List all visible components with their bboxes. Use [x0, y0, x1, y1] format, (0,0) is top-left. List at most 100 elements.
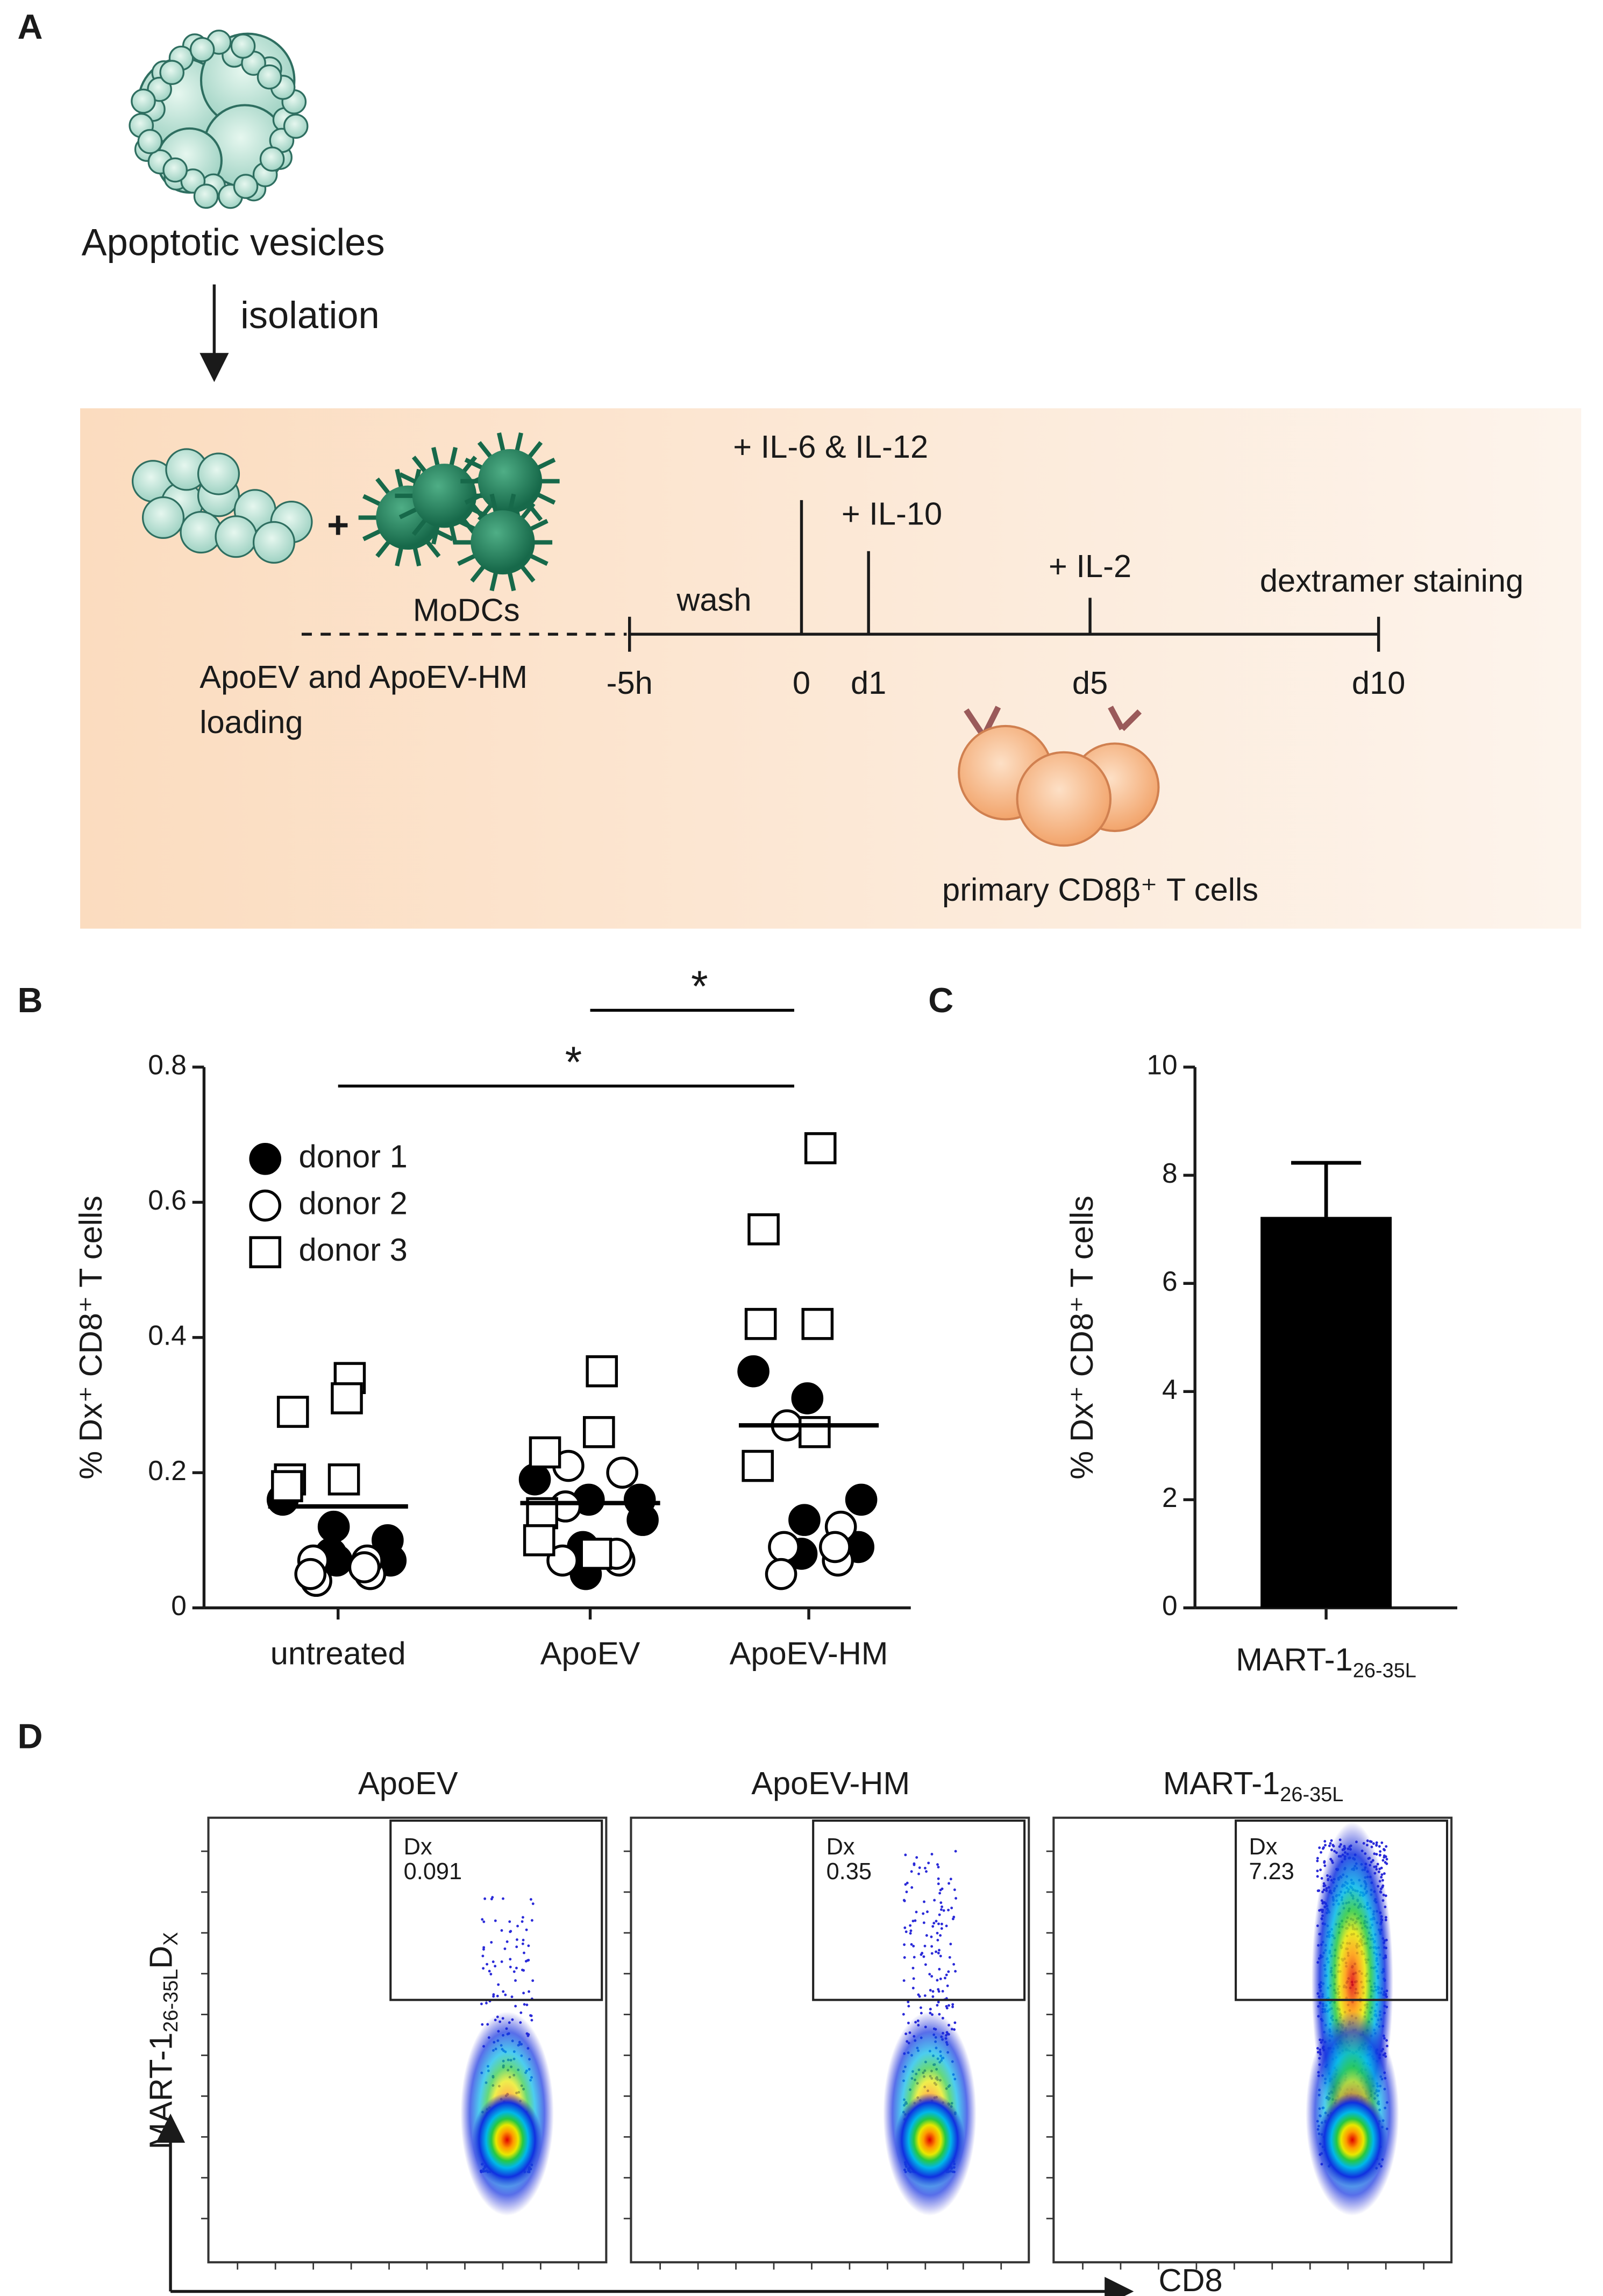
point [317, 1510, 350, 1543]
gate-name: Dx [1249, 1834, 1277, 1860]
y-label-text: D [143, 1946, 179, 1969]
wash-label: wash [676, 581, 751, 617]
event-dot [1385, 1858, 1388, 1861]
x-tick-label: untreated [270, 1636, 406, 1672]
vesicle-bleb [189, 37, 215, 62]
isolation-label: isolation [240, 294, 379, 336]
event-dot [530, 2018, 533, 2022]
event-dot [930, 1853, 934, 1856]
event-dot [1380, 1841, 1384, 1844]
treatment-label: + IL-6 & IL-12 [733, 429, 928, 465]
significance-star: * [691, 962, 708, 1011]
modcs-label: MoDCs [413, 592, 520, 628]
event-dot [1384, 1855, 1387, 1858]
event-dot [527, 1944, 530, 1947]
event-dot [927, 1861, 930, 1865]
event-dot [530, 2014, 533, 2017]
event-dot [924, 1963, 927, 1966]
event-dot [909, 1924, 912, 1927]
event-dot [904, 1930, 908, 1934]
event-dot [519, 2011, 523, 2014]
point [623, 1483, 656, 1516]
event-dot [950, 1907, 953, 1909]
event-dot [930, 1945, 934, 1948]
timeline-label: d1 [851, 665, 886, 701]
event-dot [904, 1853, 907, 1857]
flow-plots: ApoEVDx0.091ApoEV-HMDx0.35MART-126-35LDx… [201, 1765, 1453, 2270]
event-dot [1316, 1857, 1319, 1860]
event-dot [931, 1990, 935, 1993]
event-dot [905, 1890, 908, 1894]
event-dot [481, 1954, 485, 1958]
event-dot [516, 1938, 518, 1941]
event-dot [489, 1973, 493, 1975]
event-dot [494, 1965, 497, 1968]
point [583, 1416, 615, 1448]
y-axis-label: % Dx⁺ CD8⁺ T cells [1064, 1196, 1100, 1480]
vesicle [141, 496, 185, 539]
event-dot [1379, 1850, 1382, 1853]
event-dot [1316, 1889, 1320, 1893]
event-dot [953, 1888, 956, 1892]
y-tick-label: 2 [1162, 1482, 1178, 1513]
event-dot [939, 1977, 942, 1980]
event-dot [488, 1970, 491, 1973]
event-dot [914, 1919, 917, 1922]
event-dot [903, 1956, 906, 1959]
event-dot [911, 1966, 915, 1970]
event-dot [1324, 1844, 1327, 1847]
plot-frame [630, 1816, 1030, 2264]
panel-label: D [18, 1717, 43, 1756]
panel-label: A [18, 7, 43, 46]
point [788, 1504, 821, 1536]
vesicle-bleb [137, 129, 163, 154]
point [606, 1456, 638, 1489]
event-dot [903, 1943, 906, 1946]
event-dot [500, 1929, 503, 1932]
y-tick-label: 6 [1162, 1266, 1178, 1297]
event-dot [516, 1924, 519, 1928]
point [765, 1558, 797, 1590]
point [271, 1470, 303, 1503]
vesicle-bleb [259, 146, 285, 172]
gate-value: 0.091 [404, 1859, 462, 1885]
treatment-label: + IL-10 [842, 495, 942, 531]
point [819, 1531, 851, 1563]
vesicle [252, 521, 296, 564]
density [894, 2093, 965, 2187]
point [276, 1396, 309, 1428]
event-dot [902, 1979, 906, 1982]
event-dot [936, 1863, 939, 1866]
event-dot [938, 1967, 941, 1971]
event-dot [527, 1959, 530, 1961]
event-dot [937, 1988, 940, 1991]
event-dot [480, 2002, 483, 2006]
point [294, 1558, 327, 1590]
point [518, 1463, 551, 1496]
event-dot [912, 1945, 915, 1947]
legend-label: donor 3 [299, 1232, 408, 1268]
event-dot [949, 1878, 952, 1881]
event-dot [512, 1970, 516, 1973]
event-dot [903, 1926, 907, 1929]
event-dot [933, 1899, 936, 1902]
receptor [964, 706, 1142, 738]
event-dot [504, 1993, 507, 1996]
event-dot [481, 2023, 484, 2026]
t-cells [958, 706, 1160, 847]
plot-title: ApoEV-HM [751, 1765, 910, 1801]
event-dot [904, 1883, 907, 1886]
gate [812, 1819, 1026, 2001]
event-dot [508, 1920, 511, 1923]
event-dot [954, 1897, 958, 1900]
event-dot [492, 1995, 495, 1998]
event-dot [932, 1922, 936, 1925]
event-dot [509, 1965, 512, 1968]
event-dot [523, 2003, 526, 2006]
event-dot [941, 1905, 944, 1908]
vesicle-bleb [193, 183, 219, 209]
event-dot [1320, 1851, 1322, 1854]
event-dot [910, 1886, 914, 1889]
vesicle-bleb [233, 174, 259, 199]
event-dot [936, 1931, 939, 1935]
